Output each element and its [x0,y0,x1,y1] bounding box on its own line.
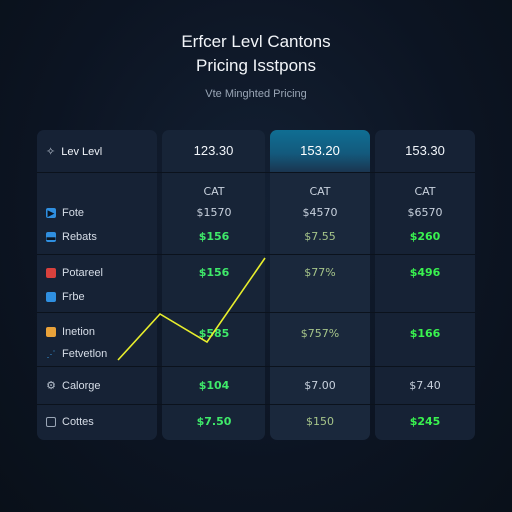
row-label-rebats: ▬ Rebats [46,230,97,244]
row-label-potareel: Potareel [46,266,103,280]
plan-3-price: 153.30 [405,143,445,158]
row-label-text: Inetion [62,326,96,338]
row-label-text: Frbe [62,291,85,303]
highlight-header [270,130,370,172]
row-label-text: Rebats [62,231,97,243]
divider [37,404,475,405]
cell-cottes-2: $150 [306,415,334,428]
page-subtitle: Vte Minghted Pricing [205,88,307,100]
sparkle-icon: ✧ [46,146,56,158]
divider [37,172,475,173]
divider [37,312,475,313]
cart-icon: ⚙ [46,380,56,392]
share-icon: ⋰ [46,349,56,359]
plan-column-1[interactable] [162,130,265,440]
row-label-fetvetlon: ⋰ Fetvetlon [46,347,108,361]
cell-inetion-1: $585 [198,327,230,340]
cell-potareel-1: $156 [198,266,230,279]
divider [37,254,475,255]
divider [37,366,475,367]
cell-potareel-3: $496 [409,266,441,279]
row-label-text: Fote [62,207,85,219]
cell-calorge-3: $7.40 [409,379,441,392]
row-label-inetion: Inetion [46,325,95,339]
folder-icon [46,327,56,337]
row-label-fote: ▶ Fote [46,206,84,220]
cell-rebats-1: $156 [198,230,230,243]
cell-rebats-3: $260 [409,230,441,243]
grid-icon [46,417,56,427]
row-label-text: Fetvetlon [62,348,108,360]
cell-calorge-2: $7.00 [304,379,336,392]
header: Erfcer Levl Cantons Pricing Isstpons [0,30,512,78]
label-header-text: Lev Levl [61,146,103,158]
plan-1-unit: CAT [203,185,225,198]
cell-inetion-3: $166 [409,327,441,340]
cell-cottes-1: $7.50 [196,415,232,428]
row-label-cottes: Cottes [46,415,94,429]
chart-icon [46,268,56,278]
cell-potareel-2: $77% [304,266,336,279]
row-label-text: Potareel [62,267,103,279]
page-title-line2: Pricing Isstpons [196,56,316,75]
cell-fote-2: $4570 [302,206,338,219]
row-label-calorge: ⚙ Calorge [46,379,101,393]
cell-fote-3: $6570 [407,206,443,219]
cell-calorge-1: $104 [198,379,230,392]
page-title-line1: Erfcer Levl Cantons [181,32,331,51]
row-label-text: Calorge [62,380,101,392]
cell-inetion-2: $757% [300,327,340,340]
plan-column-2[interactable] [270,130,370,440]
chat-icon: ▬ [46,232,56,242]
cell-rebats-2: $7.55 [304,230,336,243]
row-label-frbe: Frbe [46,290,85,304]
label-column [37,130,157,440]
row-label-text: Cottes [62,416,94,428]
plan-3-unit: CAT [414,185,436,198]
plan-1-price: 123.30 [193,143,234,158]
file-icon [46,292,56,302]
plan-2-price: 153.20 [300,143,340,158]
plan-2-unit: CAT [309,185,331,198]
cell-fote-1: $1570 [196,206,232,219]
cell-cottes-3: $245 [409,415,441,428]
plan-column-3[interactable] [375,130,475,440]
play-icon: ▶ [46,208,56,218]
label-header: ✧ Lev Levl [46,130,102,172]
